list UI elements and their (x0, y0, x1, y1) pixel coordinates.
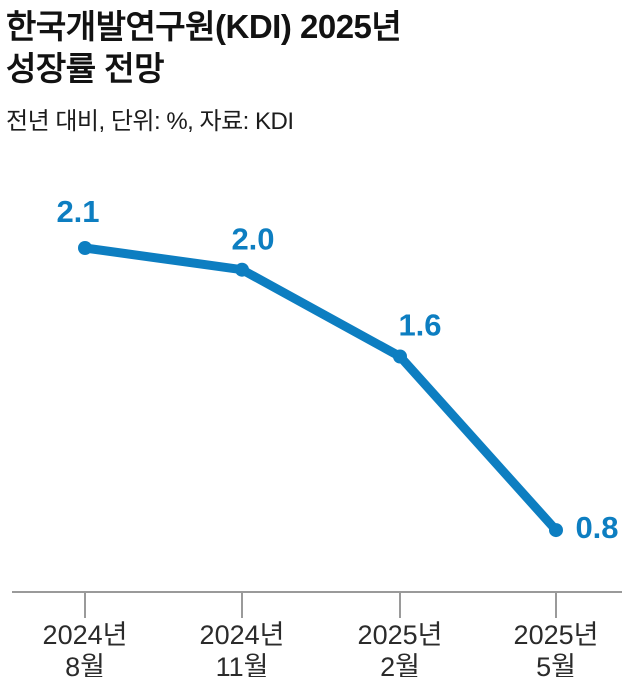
chart-area: 2024년 8월 2024년 11월 2025년 2월 2025년 5월 2.1 2.0 1.6 0.… (0, 160, 632, 682)
value-label: 2.1 (56, 194, 99, 229)
chart-title-line1: 한국개발연구원(KDI) 2025년 (6, 8, 402, 45)
x-tick-label: 2025년 5월 (514, 620, 599, 677)
x-tick-label: 2024년 8월 (43, 620, 128, 677)
line-chart: 2024년 8월 2024년 11월 2025년 2월 2025년 5월 2.1 2.0 1.6 0.… (12, 194, 622, 682)
value-label: 1.6 (398, 308, 441, 343)
value-label: 0.8 (575, 511, 618, 546)
data-point (549, 523, 563, 538)
trend-line (80, 243, 561, 536)
chart-subtitle: 전년 대비, 단위: %, 자료: KDI (6, 108, 294, 136)
chart-title-line2: 성장률 전망 (6, 50, 164, 88)
x-tick-label: 2024년 11월 (200, 620, 285, 677)
data-point (78, 241, 92, 256)
value-label: 2.0 (231, 222, 274, 257)
x-tick-label: 2025년 2월 (358, 620, 443, 677)
data-point (393, 349, 407, 364)
data-point (235, 263, 249, 278)
chart-title: 한국개발연구원(KDI) 2025년 성장률 전망 (6, 6, 622, 90)
chart-header: 한국개발연구원(KDI) 2025년 성장률 전망 전년 대비, 단위: %, … (0, 0, 632, 136)
